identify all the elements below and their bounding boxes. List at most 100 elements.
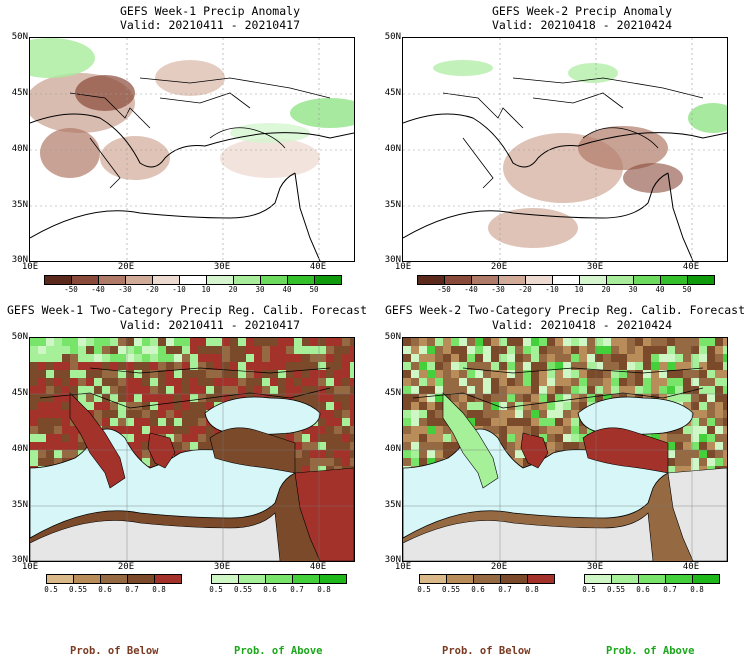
prob-grid-cell — [587, 362, 595, 370]
prob-grid-cell — [350, 370, 354, 378]
prob-grid-cell — [491, 378, 499, 386]
prob-grid-cell — [54, 386, 62, 394]
prob-grid-cell — [310, 434, 318, 442]
prob-grid-cell — [334, 418, 342, 426]
prob-grid-cell — [651, 434, 659, 442]
prob-grid-cell — [86, 346, 94, 354]
prob-grid-cell — [515, 362, 523, 370]
prob-grid-cell — [563, 442, 571, 450]
prob-grid-cell — [499, 338, 507, 346]
prob-grid-cell — [350, 354, 354, 362]
prob-grid-cell — [54, 378, 62, 386]
prob-grid-cell — [539, 362, 547, 370]
colorbar-cell — [239, 575, 266, 583]
prob-grid-cell — [134, 378, 142, 386]
prob-grid-cell — [294, 450, 302, 458]
colorbar-tick-label: 0.55 — [606, 585, 626, 594]
prob-grid-cell — [427, 354, 435, 362]
prob-grid-cell — [134, 370, 142, 378]
prob-grid-cell — [326, 410, 334, 418]
prob-grid-cell — [699, 402, 707, 410]
prob-grid-cell — [302, 378, 310, 386]
lat-label-35n: 35N — [11, 500, 28, 510]
prob-grid-cell — [499, 442, 507, 450]
prob-grid-cell — [198, 426, 206, 434]
prob-grid-cell — [571, 418, 579, 426]
prob-grid-cell — [190, 338, 198, 346]
colorbar-tick-label: 40 — [282, 285, 292, 294]
prob-grid-cell — [419, 426, 427, 434]
colorbar-cell — [207, 276, 234, 284]
prob-grid-cell — [579, 346, 587, 354]
prob-grid-cell — [46, 442, 54, 450]
prob-grid-cell — [411, 442, 419, 450]
prob-grid-cell — [126, 410, 134, 418]
prob-grid-cell — [134, 442, 142, 450]
lat-label-45n: 45N — [11, 388, 28, 398]
prob-grid-cell — [459, 362, 467, 370]
prob-grid-cell — [683, 346, 691, 354]
prob-grid-cell — [515, 338, 523, 346]
prob-grid-cell — [70, 370, 78, 378]
prob-grid-cell — [174, 442, 182, 450]
prob-grid-cell — [619, 346, 627, 354]
prob-grid-cell — [539, 354, 547, 362]
prob-grid-cell — [683, 378, 691, 386]
panel-title: GEFS Week-2 Two-Category Precip Reg. Cal… — [384, 303, 746, 317]
prob-grid-cell — [515, 386, 523, 394]
prob-grid-cell — [635, 378, 643, 386]
prob-grid-cell — [467, 410, 475, 418]
prob-grid-cell — [619, 370, 627, 378]
prob-grid-cell — [723, 410, 727, 418]
prob-grid-cell — [46, 458, 54, 466]
prob-grid-cell — [459, 346, 467, 354]
prob-grid-cell — [451, 434, 459, 442]
prob-grid-cell — [491, 338, 499, 346]
prob-grid-cell — [326, 394, 334, 402]
prob-grid-cell — [579, 402, 587, 410]
prob-grid-cell — [571, 378, 579, 386]
prob-grid-cell — [254, 354, 262, 362]
prob-grid-cell — [198, 338, 206, 346]
prob-grid-cell — [419, 338, 427, 346]
prob-grid-cell — [326, 378, 334, 386]
prob-grid-cell — [206, 386, 214, 394]
prob-grid-cell — [150, 354, 158, 362]
prob-grid-cell — [166, 386, 174, 394]
prob-grid-cell — [118, 354, 126, 362]
prob-grid-cell — [198, 370, 206, 378]
prob-grid-cell — [350, 378, 354, 386]
lon-label-20e: 20E — [490, 562, 508, 572]
prob-grid-cell — [46, 362, 54, 370]
prob-grid-cell — [547, 370, 555, 378]
panel-title: GEFS Week-2 Precip Anomaly — [491, 4, 672, 18]
prob-grid-cell — [659, 338, 667, 346]
prob-grid-cell — [723, 370, 727, 378]
prob-grid-cell — [499, 370, 507, 378]
prob-grid-cell — [174, 346, 182, 354]
colorbar-cell — [528, 575, 554, 583]
prob-grid-cell — [118, 426, 126, 434]
prob-grid-cell — [166, 378, 174, 386]
prob-grid-cell — [310, 458, 318, 466]
prob-grid-cell — [198, 394, 206, 402]
prob-grid-cell — [611, 378, 619, 386]
prob-grid-cell — [443, 434, 451, 442]
colorbar-tick-label: -40 — [91, 285, 105, 294]
prob-grid-cell — [70, 346, 78, 354]
prob-grid-cell — [174, 370, 182, 378]
prob-grid-cell — [659, 386, 667, 394]
prob-grid-cell — [723, 394, 727, 402]
colorbar-cell — [607, 276, 634, 284]
prob-grid-cell — [691, 394, 699, 402]
prob-grid-cell — [30, 338, 38, 346]
prob-grid-cell — [595, 346, 603, 354]
prob-grid-cell — [659, 354, 667, 362]
prob-grid-cell — [238, 362, 246, 370]
colorbar-cell — [288, 276, 315, 284]
prob-grid-cell — [254, 378, 262, 386]
prob-grid-cell — [419, 362, 427, 370]
lon-label-30e: 30E — [586, 262, 604, 272]
prob-grid-cell — [707, 338, 715, 346]
prob-grid-cell — [150, 418, 158, 426]
